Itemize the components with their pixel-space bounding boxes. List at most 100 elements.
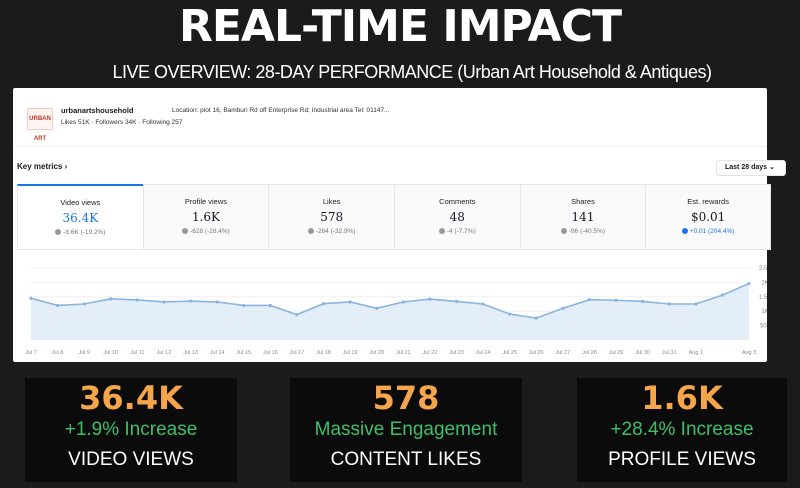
data-point[interactable] (561, 306, 565, 310)
tab-comments[interactable]: Comments 48 -4 (-7.7%) (393, 184, 520, 250)
card-label: PROFILE VIEWS (608, 449, 756, 470)
card-subtext: Massive Engagement (314, 419, 498, 440)
metric-label: Est. rewards (687, 197, 729, 206)
change-indicator-icon (560, 228, 567, 234)
data-point[interactable] (614, 298, 618, 302)
x-tick-label: Jul 14 (210, 350, 225, 356)
data-point[interactable] (321, 302, 326, 306)
x-tick-label: Jul 12 (157, 350, 172, 356)
analytics-dashboard-screenshot: URBAN ART urbanartshousehold Location: p… (13, 88, 786, 362)
metric-label: Likes (322, 197, 341, 206)
data-point[interactable] (667, 302, 671, 306)
metric-change: -96 (-40.5%) (521, 228, 646, 235)
change-text: -96 (-40.5%) (568, 228, 606, 235)
x-tick-label: Jul 17 (290, 350, 305, 356)
data-point[interactable] (188, 299, 193, 303)
metric-change: -8.6K (-19.2%) (18, 229, 143, 236)
x-tick-label: Jul 21 (396, 350, 411, 356)
card-label: VIDEO VIEWS (68, 449, 194, 470)
card-label: CONTENT LIKES (330, 449, 482, 470)
x-tick-label: Jul 28 (582, 350, 597, 356)
metric-change: -284 (-32.9%) (269, 228, 394, 235)
x-tick-label: Jul 20 (369, 350, 384, 356)
change-text: +0.01 (204.4%) (689, 228, 735, 235)
x-tick-label: Jul 29 (609, 350, 624, 356)
tab-video-views[interactable]: Video views 36.4K -8.6K (-19.2%) (17, 184, 143, 250)
x-tick-label: Aug 1 (689, 350, 703, 356)
divider (13, 146, 767, 147)
data-point[interactable] (694, 302, 698, 306)
metric-label: Profile views (184, 197, 228, 206)
change-text: -4 (-7.7%) (446, 228, 476, 235)
data-point[interactable] (401, 300, 405, 304)
data-point[interactable] (375, 306, 379, 310)
data-point[interactable] (481, 302, 485, 306)
data-point[interactable] (720, 293, 725, 297)
metric-value: 1.6K (191, 210, 221, 224)
data-point[interactable] (454, 299, 459, 304)
profile-stats: Likes 51K · Followers 34K · Following 25… (61, 119, 183, 126)
data-point[interactable] (428, 297, 432, 301)
x-tick-label: Jul 24 (476, 350, 491, 356)
x-tick-label: Jul 8 (52, 350, 64, 356)
x-tick-label: Jul 9 (78, 350, 90, 356)
card-value: 578 (372, 379, 440, 417)
x-tick-label: Jul 27 (556, 350, 571, 356)
metric-label: Comments (439, 197, 476, 206)
hero-subtitle: LIVE OVERVIEW: 28-DAY PERFORMANCE (Urban… (112, 62, 712, 82)
data-point[interactable] (82, 302, 86, 306)
series-area (31, 283, 749, 340)
metric-label: Shares (571, 197, 595, 206)
data-point[interactable] (268, 303, 272, 308)
x-tick-label: Jul 13 (183, 350, 198, 356)
data-point[interactable] (587, 298, 592, 302)
tab-est-rewards[interactable]: Est. rewards $0.01 +0.01 (204.4%) (645, 184, 771, 250)
profile-header: URBAN ART urbanartshousehold Location: p… (27, 106, 747, 142)
y-tick-label: 1K (761, 309, 767, 315)
data-point[interactable] (135, 298, 139, 302)
metric-value: 578 (320, 210, 344, 224)
x-tick-label: Jul 23 (449, 350, 464, 356)
change-text: -284 (-32.9%) (315, 228, 356, 235)
x-tick-label: Aug 3 (742, 350, 756, 356)
x-tick-label: Jul 10 (103, 350, 118, 356)
stat-card-profile-views: 1.6K +28.4% Increase PROFILE VIEWS (577, 378, 787, 482)
avatar[interactable]: URBAN ART (27, 108, 53, 142)
x-tick-label: Jul 7 (25, 350, 37, 356)
data-point[interactable] (29, 296, 33, 300)
data-point[interactable] (215, 300, 219, 304)
y-tick-label: 500 (760, 324, 767, 330)
key-metrics-link[interactable]: Key metrics › (17, 162, 68, 171)
x-tick-label: Jul 19 (343, 350, 358, 356)
x-tick-label: Jul 16 (263, 350, 278, 356)
change-indicator-icon (681, 228, 688, 234)
x-tick-label: Jul 31 (662, 350, 677, 356)
data-point[interactable] (242, 303, 246, 308)
card-value: 36.4K (79, 379, 183, 417)
stat-card-video-views: 36.4K +1.9% Increase VIDEO VIEWS (25, 378, 237, 482)
change-text: -628 (-28.4%) (190, 228, 230, 235)
data-point[interactable] (348, 300, 352, 304)
data-point[interactable] (162, 300, 166, 304)
data-point[interactable] (295, 313, 299, 317)
tab-likes[interactable]: Likes 578 -284 (-32.9%) (268, 184, 394, 250)
data-point[interactable] (534, 316, 538, 320)
data-point[interactable] (109, 297, 113, 301)
metric-value: 141 (571, 210, 595, 224)
username[interactable]: urbanartshousehold (61, 106, 134, 115)
data-point[interactable] (508, 312, 512, 316)
tab-profile-views[interactable]: Profile views 1.6K -628 (-28.4%) (142, 184, 269, 250)
metric-change: -4 (-7.7%) (395, 228, 520, 235)
period-dropdown[interactable]: Last 28 days ⌄ (716, 160, 786, 176)
stat-card-content-likes: 578 Massive Engagement CONTENT LIKES (290, 378, 522, 482)
data-point[interactable] (55, 303, 60, 308)
data-point[interactable] (641, 299, 645, 304)
tab-shares[interactable]: Shares 141 -96 (-40.5%) (519, 184, 646, 250)
metric-value: $0.01 (690, 210, 726, 224)
data-point[interactable] (747, 281, 751, 286)
metric-value: 48 (449, 210, 465, 224)
x-tick-label: Jul 26 (529, 350, 544, 356)
hero-title: REAL-TIME IMPACT (178, 1, 622, 52)
metric-value: 36.4K (62, 211, 99, 225)
change-indicator-icon (307, 228, 314, 234)
